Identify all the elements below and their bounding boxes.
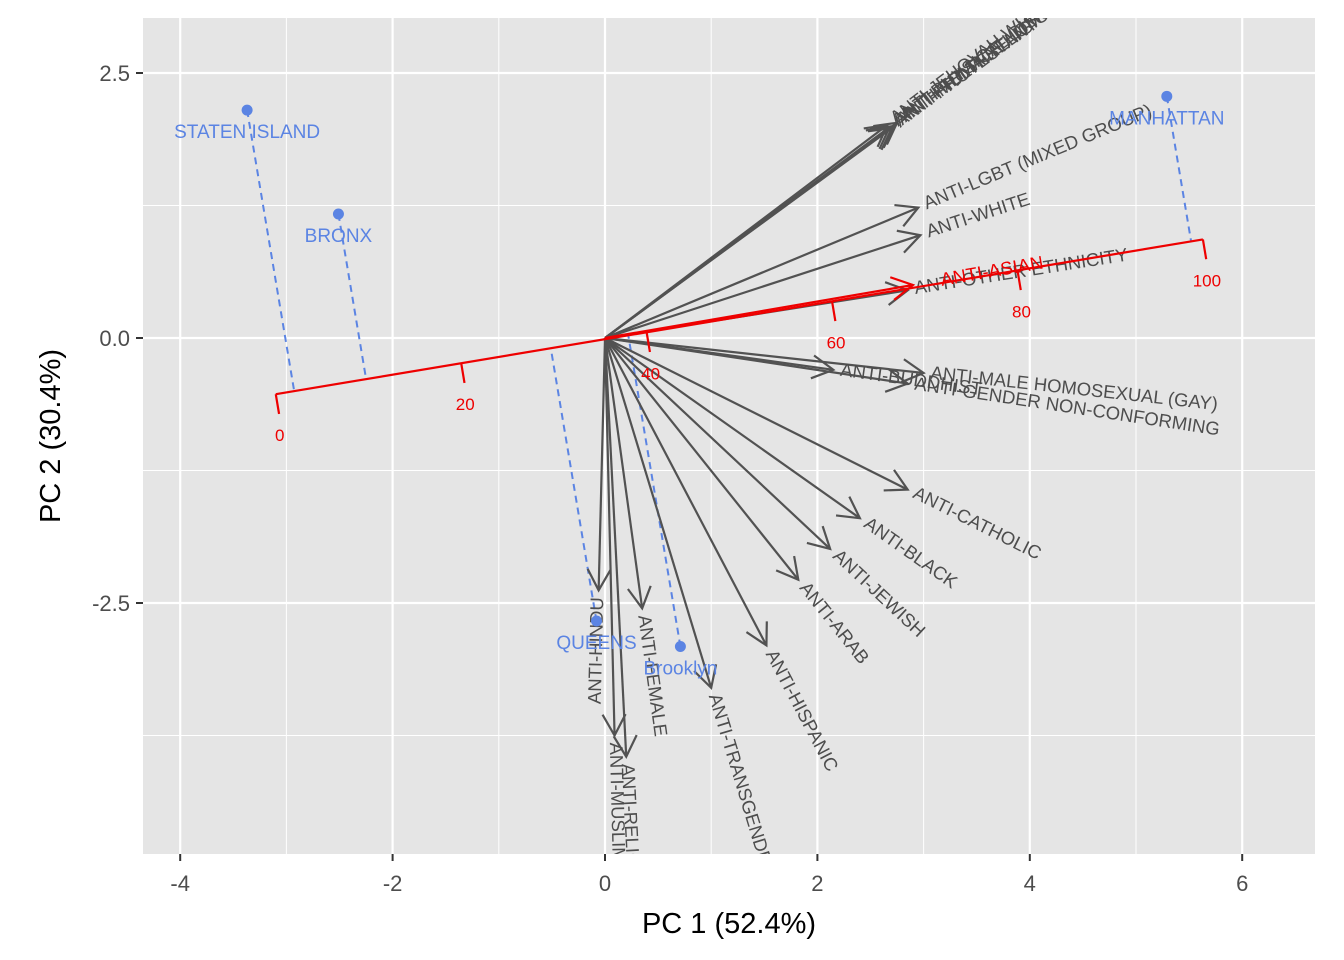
x-tick-label: 4 [1024,871,1036,896]
variable-arrow-head [627,585,652,611]
calibration-tick-label: 80 [1012,302,1031,321]
observation-label: QUEENS [556,633,636,654]
calibration-tick-label: 100 [1193,271,1221,290]
variable-arrow [604,124,889,339]
x-axis-title: PC 1 (52.4%) [642,908,816,940]
x-tick-label: -4 [170,871,190,896]
variable-arrow-head [601,713,627,738]
variable-arrow-head [884,368,910,393]
variable-arrow-head [894,203,921,228]
calibrated-axis-arrow [604,283,914,340]
variable-arrow [604,234,921,340]
plot-panel [143,18,1315,854]
observation-point [1161,90,1173,102]
calibration-tick-label: 40 [641,364,660,383]
calibration-tick-label: 0 [275,426,284,445]
x-tick-label: 2 [811,871,823,896]
variable-arrow-head [896,229,923,254]
observation-point [674,640,686,652]
variable-arrow-head [693,664,718,690]
variable-arrow-head [865,125,892,150]
variable-arrow [604,337,768,646]
calibration-tick-label: 20 [456,395,475,414]
variable-arrow-head [835,496,862,520]
variable-label: ANTI-HINDU [584,597,608,704]
projection-line [627,335,682,647]
y-tick-label: 0.0 [99,326,130,351]
variable-arrow-head [867,126,894,151]
calibration-tick [830,301,837,322]
variable-arrow-head [806,525,832,551]
variable-arrow [604,337,800,581]
y-tick-label: -2.5 [92,591,130,616]
variable-arrow [603,337,713,689]
calibration-tick [1201,239,1208,260]
calibration-tick [460,363,466,384]
variable-arrow [604,336,908,385]
variable-arrow-head [586,568,612,593]
observation-point [241,104,253,116]
variable-arrow-head [612,734,638,759]
variable-arrow [603,337,616,736]
variable-arrow [597,337,607,591]
variable-arrow-head [900,358,926,384]
variable-arrow [604,206,919,340]
variable-arrow-head [745,621,768,648]
x-tick-label: 0 [599,871,611,896]
observation-label: Brooklyn [643,658,717,679]
observation-label: STATEN ISLAND [174,122,320,143]
y-axis-title: PC 2 (30.4%) [35,349,67,523]
y-tick-label: 2.5 [99,61,130,86]
x-tick-label: -2 [383,871,403,896]
calibration-tick [645,332,652,353]
projection-line [337,213,368,380]
axes: -4 -2 0 2 4 6 2.5 0.0 -2.5 [92,61,1248,896]
variable-arrow [604,337,909,491]
calibration-tick-label: 60 [827,333,846,352]
calibration-tick [274,393,281,415]
variable-arrow [603,337,628,757]
observation-point [332,208,344,220]
calibrated-axis-arrow-head [889,276,916,301]
variable-arrow-head [775,555,800,582]
calibrated-axis-line [275,238,1204,396]
calibration-tick [1016,270,1022,291]
variable-arrow-head [810,354,836,380]
variable-label: ANTI-MUSLIM [606,742,630,863]
projection-line [1165,96,1193,242]
grid [143,18,1315,854]
variable-arrow-head [883,469,910,492]
variable-arrow [604,336,924,375]
x-tick-label: 6 [1236,871,1248,896]
observation-point [591,615,603,627]
variable-arrow-head [863,123,890,148]
variable-arrow [603,337,644,609]
variable-arrow [604,337,861,520]
variable-arrow [604,337,831,550]
projection-line [549,348,598,622]
observation-label: MANHATTAN [1109,108,1224,129]
observation-label: BRONX [305,226,373,247]
